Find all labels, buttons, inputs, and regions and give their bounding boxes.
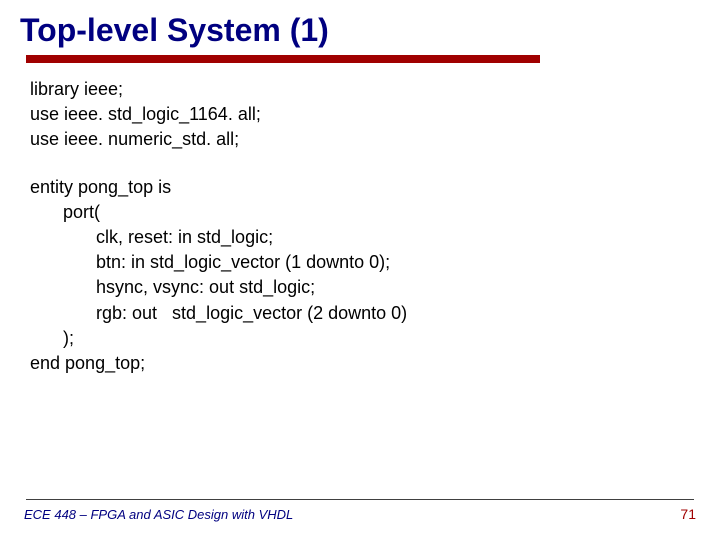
code-line: clk, reset: in std_logic; xyxy=(30,225,700,250)
code-line: end pong_top; xyxy=(30,351,700,376)
code-line: use ieee. std_logic_1164. all; xyxy=(30,102,700,127)
code-line: btn: in std_logic_vector (1 downto 0); xyxy=(30,250,700,275)
slide-footer: ECE 448 – FPGA and ASIC Design with VHDL… xyxy=(0,499,720,522)
footer-text: ECE 448 – FPGA and ASIC Design with VHDL xyxy=(24,507,293,522)
code-line: entity pong_top is xyxy=(30,175,700,200)
footer-row: ECE 448 – FPGA and ASIC Design with VHDL… xyxy=(24,506,696,522)
footer-divider xyxy=(26,499,694,500)
code-line: ); xyxy=(30,326,700,351)
page-number: 71 xyxy=(680,506,696,522)
code-block: library ieee; use ieee. std_logic_1164. … xyxy=(20,77,700,376)
code-line: rgb: out std_logic_vector (2 downto 0) xyxy=(30,301,700,326)
blank-line xyxy=(30,153,700,175)
code-line: use ieee. numeric_std. all; xyxy=(30,127,700,152)
slide: Top-level System (1) library ieee; use i… xyxy=(0,0,720,540)
code-line: library ieee; xyxy=(30,77,700,102)
code-line: hsync, vsync: out std_logic; xyxy=(30,275,700,300)
slide-title: Top-level System (1) xyxy=(20,12,700,49)
code-line: port( xyxy=(30,200,700,225)
title-divider xyxy=(26,55,540,63)
